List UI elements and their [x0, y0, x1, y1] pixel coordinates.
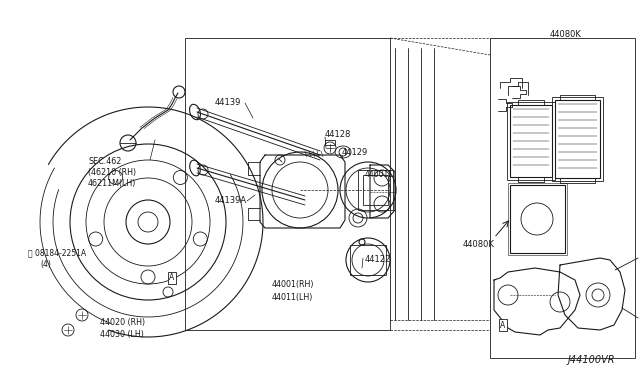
Text: 44030 (LH): 44030 (LH) [100, 330, 144, 339]
Text: 44139A: 44139A [215, 196, 247, 205]
Bar [508, 183, 567, 255]
Bar [350, 245, 386, 275]
Text: (4): (4) [40, 260, 51, 269]
Bar [507, 102, 555, 180]
Bar [363, 175, 388, 205]
Text: 44122: 44122 [365, 255, 391, 264]
Text: 44080K: 44080K [550, 30, 582, 39]
Text: A: A [170, 273, 175, 282]
Text: Ⓑ 08184-2251A: Ⓑ 08184-2251A [28, 248, 86, 257]
Text: 44011(LH): 44011(LH) [272, 293, 314, 302]
Text: A: A [500, 321, 506, 330]
Bar [510, 105, 552, 177]
Text: SEC.462: SEC.462 [88, 157, 122, 166]
Text: 44080K: 44080K [463, 240, 495, 249]
Bar [358, 170, 393, 210]
Text: 44129: 44129 [342, 148, 368, 157]
Text: J44100VR: J44100VR [568, 355, 616, 365]
Text: 44128: 44128 [325, 130, 351, 139]
Bar [185, 38, 390, 330]
Text: (46210 (RH): (46210 (RH) [88, 168, 136, 177]
Bar [510, 185, 565, 253]
Bar [555, 100, 600, 178]
Text: 46211M(LH): 46211M(LH) [88, 179, 136, 188]
Bar [325, 140, 335, 145]
Bar [490, 38, 635, 358]
Text: 44020 (RH): 44020 (RH) [100, 318, 145, 327]
Text: 44139: 44139 [215, 98, 241, 107]
Text: 44001(RH): 44001(RH) [272, 280, 314, 289]
Text: 44001L: 44001L [365, 170, 394, 179]
Bar [552, 97, 603, 181]
